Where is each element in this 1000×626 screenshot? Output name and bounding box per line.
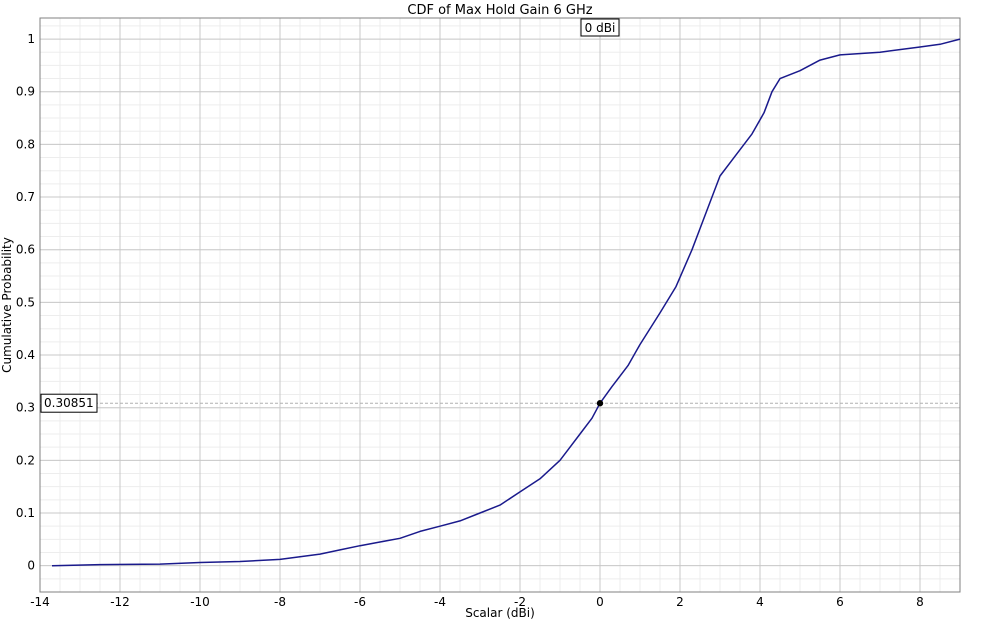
x-tick-label: 6 — [836, 595, 844, 609]
grid-layer — [39, 18, 961, 593]
y-tick-label: 0.4 — [16, 348, 35, 362]
y-axis-label: Cumulative Probability — [0, 237, 14, 373]
x-tick-label: -4 — [434, 595, 446, 609]
x-tick-label: 4 — [756, 595, 764, 609]
marker-point[interactable] — [596, 400, 604, 407]
y-tick-label: 0.6 — [16, 243, 35, 257]
cdf-series-line — [51, 38, 961, 567]
y-tick-label: 0.8 — [16, 137, 35, 151]
x-tick-label: 0 — [596, 595, 604, 609]
marker-y-readout: 0.30851 — [44, 396, 94, 410]
x-tick-label: -6 — [354, 595, 366, 609]
y-tick-label: 1 — [27, 32, 35, 46]
plot-frame — [39, 17, 961, 593]
x-tick-label: 8 — [916, 595, 924, 609]
x-tick-label: -10 — [190, 595, 210, 609]
marker-y-readout-box — [40, 393, 98, 413]
x-tick-label: 2 — [676, 595, 684, 609]
tick-layer: -14 -12 -10 -8 -6 -4 -2 0 2 4 6 8 0 0.1 0.2 0.3 0.4 0.5 0.… — [16, 32, 924, 609]
y-tick-label: 0.9 — [16, 85, 35, 99]
y-tick-label: 0.2 — [16, 453, 35, 467]
y-tick-label: 0.1 — [16, 506, 35, 520]
marker-x-readout-box — [580, 18, 620, 37]
x-axis-label: Scalar (dBi) — [465, 606, 535, 620]
series-layer — [51, 38, 961, 567]
x-tick-label: -8 — [274, 595, 286, 609]
y-tick-label: 0 — [27, 559, 35, 573]
x-tick-label: -12 — [110, 595, 130, 609]
marker-layer: 0.30851 0 dBi — [40, 18, 960, 413]
marker-x-readout: 0 dBi — [585, 21, 616, 35]
y-tick-label: 0.5 — [16, 295, 35, 309]
y-tick-label: 0.3 — [16, 401, 35, 415]
chart-title: CDF of Max Hold Gain 6 GHz — [407, 3, 592, 18]
y-tick-label: 0.7 — [16, 190, 35, 204]
x-tick-label: -2 — [514, 595, 526, 609]
x-tick-label: -14 — [30, 595, 50, 609]
